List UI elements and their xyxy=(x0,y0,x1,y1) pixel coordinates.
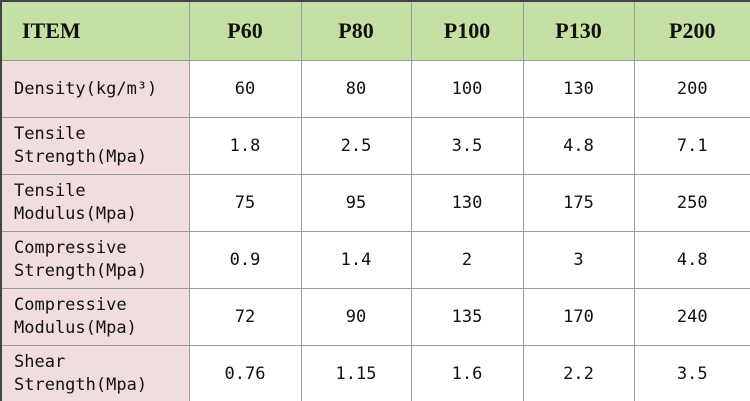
table-body: Density(kg/m³) 60 80 100 130 200 Tensile Stren… xyxy=(0,60,750,401)
value-cell: 60 xyxy=(188,60,302,118)
table-row: Tensile Strength(Mpa) 1.8 2.5 3.5 4.8 7.1 xyxy=(0,117,750,175)
value-cell: 75 xyxy=(188,174,302,232)
value-cell: 4.8 xyxy=(522,117,635,175)
value-cell: 3.5 xyxy=(633,345,750,401)
row-label: Compressive Strength(Mpa) xyxy=(0,231,190,289)
value-cell: 130 xyxy=(522,60,635,118)
value-cell: 1.15 xyxy=(300,345,412,401)
value-cell: 3 xyxy=(522,231,635,289)
value-cell: 3.5 xyxy=(410,117,524,175)
value-cell: 80 xyxy=(300,60,412,118)
value-cell: 0.9 xyxy=(188,231,302,289)
value-cell: 2.2 xyxy=(522,345,635,401)
value-cell: 0.76 xyxy=(188,345,302,401)
table-row: Compressive Strength(Mpa) 0.9 1.4 2 3 4.8 xyxy=(0,231,750,289)
header-cell: P130 xyxy=(522,0,635,61)
value-cell: 2 xyxy=(410,231,524,289)
value-cell: 100 xyxy=(410,60,524,118)
header-cell: P60 xyxy=(188,0,302,61)
value-cell: 1.4 xyxy=(300,231,412,289)
row-label: Tensile Strength(Mpa) xyxy=(0,117,190,175)
value-cell: 4.8 xyxy=(633,231,750,289)
value-cell: 7.1 xyxy=(633,117,750,175)
table-row: Density(kg/m³) 60 80 100 130 200 xyxy=(0,60,750,118)
row-label: Compressive Modulus(Mpa) xyxy=(0,288,190,346)
header-cell: P100 xyxy=(410,0,524,61)
header-cell: P200 xyxy=(633,0,750,61)
value-cell: 200 xyxy=(633,60,750,118)
value-cell: 250 xyxy=(633,174,750,232)
value-cell: 170 xyxy=(522,288,635,346)
value-cell: 1.8 xyxy=(188,117,302,175)
value-cell: 135 xyxy=(410,288,524,346)
table-row: Compressive Modulus(Mpa) 72 90 135 170 240 xyxy=(0,288,750,346)
value-cell: 1.6 xyxy=(410,345,524,401)
header-row: ITEM P60 P80 P100 P130 P200 xyxy=(0,0,750,61)
value-cell: 90 xyxy=(300,288,412,346)
header-cell: P80 xyxy=(300,0,412,61)
row-label: Tensile Modulus(Mpa) xyxy=(0,174,190,232)
value-cell: 175 xyxy=(522,174,635,232)
header-cell: ITEM xyxy=(0,0,190,61)
value-cell: 2.5 xyxy=(300,117,412,175)
table-row: Shear Strength(Mpa) 0.76 1.15 1.6 2.2 3.5 xyxy=(0,345,750,401)
row-label: Shear Strength(Mpa) xyxy=(0,345,190,401)
row-label: Density(kg/m³) xyxy=(0,60,190,118)
value-cell: 130 xyxy=(410,174,524,232)
value-cell: 95 xyxy=(300,174,412,232)
value-cell: 72 xyxy=(188,288,302,346)
table-row: Tensile Modulus(Mpa) 75 95 130 175 250 xyxy=(0,174,750,232)
value-cell: 240 xyxy=(633,288,750,346)
